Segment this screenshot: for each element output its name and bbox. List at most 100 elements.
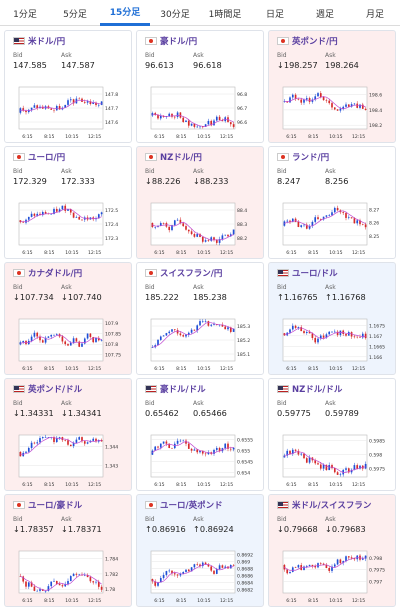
candle-body <box>215 116 218 121</box>
candle-body <box>30 336 33 341</box>
currency-pair-name[interactable]: 豪ドル/円 <box>160 36 198 47</box>
candle-body <box>196 325 199 331</box>
currency-pair-name[interactable]: 米ドル/円 <box>28 36 66 47</box>
candle-body <box>204 321 207 322</box>
x-tick-label: 6:15 <box>154 134 164 140</box>
candle-body <box>291 449 294 454</box>
candlestick-chart[interactable]: 1.784 1.782 1.78 6:15 8:15 10:15 12:15 <box>11 547 129 605</box>
currency-pair-name[interactable]: カナダドル/円 <box>28 268 83 279</box>
ask-label: Ask <box>325 284 336 291</box>
candle-body <box>345 556 347 562</box>
tab-1hour[interactable]: 1時間足 <box>208 9 242 20</box>
currency-pair-name[interactable]: NZドル/ドル <box>292 384 343 395</box>
candlestick-chart[interactable]: 1.344 1.343 6:15 8:15 10:15 12:15 <box>11 431 129 489</box>
bid-ask-values: ↓1.34331 ↓1.34341 <box>5 407 131 418</box>
rate-card[interactable]: NZドル/ドル Bid Ask 0.59775 0.59789 0.5985 0.598 0.… <box>268 378 396 491</box>
currency-pair-name[interactable]: 英ポンド/ドル <box>28 384 83 395</box>
tab-daily[interactable]: 日足 <box>265 9 284 20</box>
rate-card[interactable]: 豪ドル/円 Bid Ask 96.613 96.618 96.8 96.7 96.6 6:15 8… <box>136 30 264 143</box>
bid-ask-values: 0.65462 0.65466 <box>137 407 263 418</box>
currency-pair-name[interactable]: スイスフラン/円 <box>160 268 223 279</box>
candlestick-chart[interactable]: 8.27 8.26 8.25 6:15 8:15 10:15 12:15 <box>275 199 393 257</box>
currency-pair-name[interactable]: NZドル/円 <box>160 152 202 163</box>
candlestick-chart[interactable]: 107.9 107.85 107.8 107.75 6:15 8:15 10:15 12:15 <box>11 315 129 373</box>
candlestick-chart[interactable]: 185.3 185.2 185.1 6:15 8:15 10:15 12:15 <box>143 315 261 373</box>
rate-card[interactable]: ユーロ/豪ドル Bid Ask ↓1.78357 ↓1.78371 1.784 1.782 1… <box>4 494 132 607</box>
candle-body <box>41 340 44 343</box>
candle-body <box>92 102 95 104</box>
rate-card[interactable]: 英ポンド/ドル Bid Ask ↓1.34331 ↓1.34341 1.344 1.343 6… <box>4 378 132 491</box>
y-tick-label: 0.797 <box>369 579 382 585</box>
rate-card-header: ユーロ/ドル <box>269 263 395 279</box>
rate-card[interactable]: スイスフラン/円 Bid Ask 185.222 185.238 185.3 185.2 18… <box>136 262 264 375</box>
candle-body <box>171 329 173 332</box>
candlestick-chart[interactable]: 96.8 96.7 96.6 6:15 8:15 10:15 12:15 <box>143 83 261 141</box>
ask-value: 0.65466 <box>193 408 227 418</box>
candlestick-chart[interactable]: 172.5 172.4 172.3 6:15 8:15 10:15 12:15 <box>11 199 129 257</box>
candle-body <box>168 331 171 334</box>
currency-pair-name[interactable]: ユーロ/英ポンド <box>160 500 223 511</box>
tab-5min[interactable]: 5分足 <box>63 9 87 20</box>
candle-body <box>353 465 356 470</box>
rate-card[interactable]: 米ドル/スイスフラン Bid Ask ↓0.79668 ↓0.79683 0.798 0.7… <box>268 494 396 607</box>
currency-pair-name[interactable]: 英ポンド/円 <box>292 36 338 47</box>
rate-card[interactable]: 豪ドル/ドル Bid Ask 0.65462 0.65466 0.6555 0.655 0.6… <box>136 378 264 491</box>
tab-weekly[interactable]: 週足 <box>315 9 334 20</box>
rate-card[interactable]: ユーロ/円 Bid Ask 172.329 172.333 172.5 172.4 172.3… <box>4 146 132 259</box>
candlestick-chart[interactable]: 198.6 198.4 198.2 6:15 8:15 10:15 12:15 <box>275 83 393 141</box>
candlestick-chart[interactable]: 0.6555 0.655 0.6545 0.654 6:15 8:15 10:15 12:15 <box>143 431 261 489</box>
candle-body <box>58 583 61 586</box>
x-tick-label: 6:15 <box>22 482 32 488</box>
currency-pair-name[interactable]: 豪ドル/ドル <box>160 384 206 395</box>
currency-pair-name[interactable]: 米ドル/スイスフラン <box>292 500 372 511</box>
x-tick-label: 12:15 <box>88 134 101 140</box>
tab-30min[interactable]: 30分足 <box>160 9 190 20</box>
candlestick-chart[interactable]: 1.1675 1.167 1.1665 1.166 6:15 8:15 10:15 12:15 <box>275 315 393 373</box>
candlestick-chart[interactable]: 0.798 0.7975 0.797 6:15 8:15 10:15 12:15 <box>275 547 393 605</box>
candle-body <box>218 565 221 570</box>
x-tick-label: 6:15 <box>154 482 164 488</box>
timeframe-tabs: 1分足 5分足 15分足 30分足 1時間足 日足 週足 月足 <box>0 0 400 26</box>
candle-body <box>319 563 322 564</box>
candle-body <box>232 565 235 566</box>
candle-body <box>232 328 235 332</box>
rate-card[interactable]: ランド/円 Bid Ask 8.247 8.256 8.27 8.26 8.25 6:15 8:1… <box>268 146 396 259</box>
y-tick-label: 0.8688 <box>237 567 253 573</box>
rate-card[interactable]: カナダドル/円 Bid Ask ↓107.734 ↓107.740 107.9 107.85… <box>4 262 132 375</box>
candlestick-chart[interactable]: 88.4 88.3 88.2 6:15 8:15 10:15 12:15 <box>143 199 261 257</box>
rate-card[interactable]: 英ポンド/円 Bid Ask ↓198.257 198.264 198.6 198.4 198… <box>268 30 396 143</box>
candle-body <box>308 457 311 463</box>
candle-body <box>311 564 314 566</box>
candle-body <box>159 223 162 227</box>
candle-body <box>196 126 199 128</box>
candlestick-chart[interactable]: 147.8 147.7 147.6 6:15 8:15 10:15 12:15 <box>11 83 129 141</box>
currency-pair-name[interactable]: ランド/円 <box>292 152 330 163</box>
currency-pair-name[interactable]: ユーロ/ドル <box>292 268 338 279</box>
candle-body <box>22 108 25 111</box>
currency-pair-name[interactable]: ユーロ/円 <box>28 152 66 163</box>
candle-body <box>78 437 81 440</box>
ask-label: Ask <box>193 168 204 175</box>
candle-body <box>78 98 81 100</box>
candlestick-chart[interactable]: 0.5985 0.598 0.5975 6:15 8:15 10:15 12:15 <box>275 431 393 489</box>
bid-ask-values: ↑1.16765 ↑1.16768 <box>269 291 395 302</box>
candle-body <box>199 126 201 128</box>
candle-body <box>179 573 182 576</box>
tab-15min[interactable]: 15分足 <box>100 0 150 26</box>
candle-body <box>182 572 185 574</box>
bid-ask-labels: Bid Ask <box>5 47 131 59</box>
tab-1min[interactable]: 1分足 <box>13 9 37 20</box>
candle-body <box>224 566 227 568</box>
tab-monthly[interactable]: 月足 <box>365 9 384 20</box>
candle-body <box>350 469 353 473</box>
rate-card[interactable]: ユーロ/英ポンド Bid Ask ↑0.86916 ↑0.86924 0.8692 0.86… <box>136 494 264 607</box>
y-tick-label: 88.4 <box>237 208 247 214</box>
rate-card[interactable]: ユーロ/ドル Bid Ask ↑1.16765 ↑1.16768 1.1675 1.167 1… <box>268 262 396 375</box>
candle-body <box>353 218 356 224</box>
currency-pair-name[interactable]: ユーロ/豪ドル <box>28 500 83 511</box>
candle-body <box>325 464 328 471</box>
candle-body <box>317 217 319 220</box>
rate-card[interactable]: 米ドル/円 Bid Ask 147.585 147.587 147.8 147.7 147.6… <box>4 30 132 143</box>
rate-card[interactable]: NZドル/円 Bid Ask ↓88.226 ↓88.233 88.4 88.3 88.2 6:… <box>136 146 264 259</box>
